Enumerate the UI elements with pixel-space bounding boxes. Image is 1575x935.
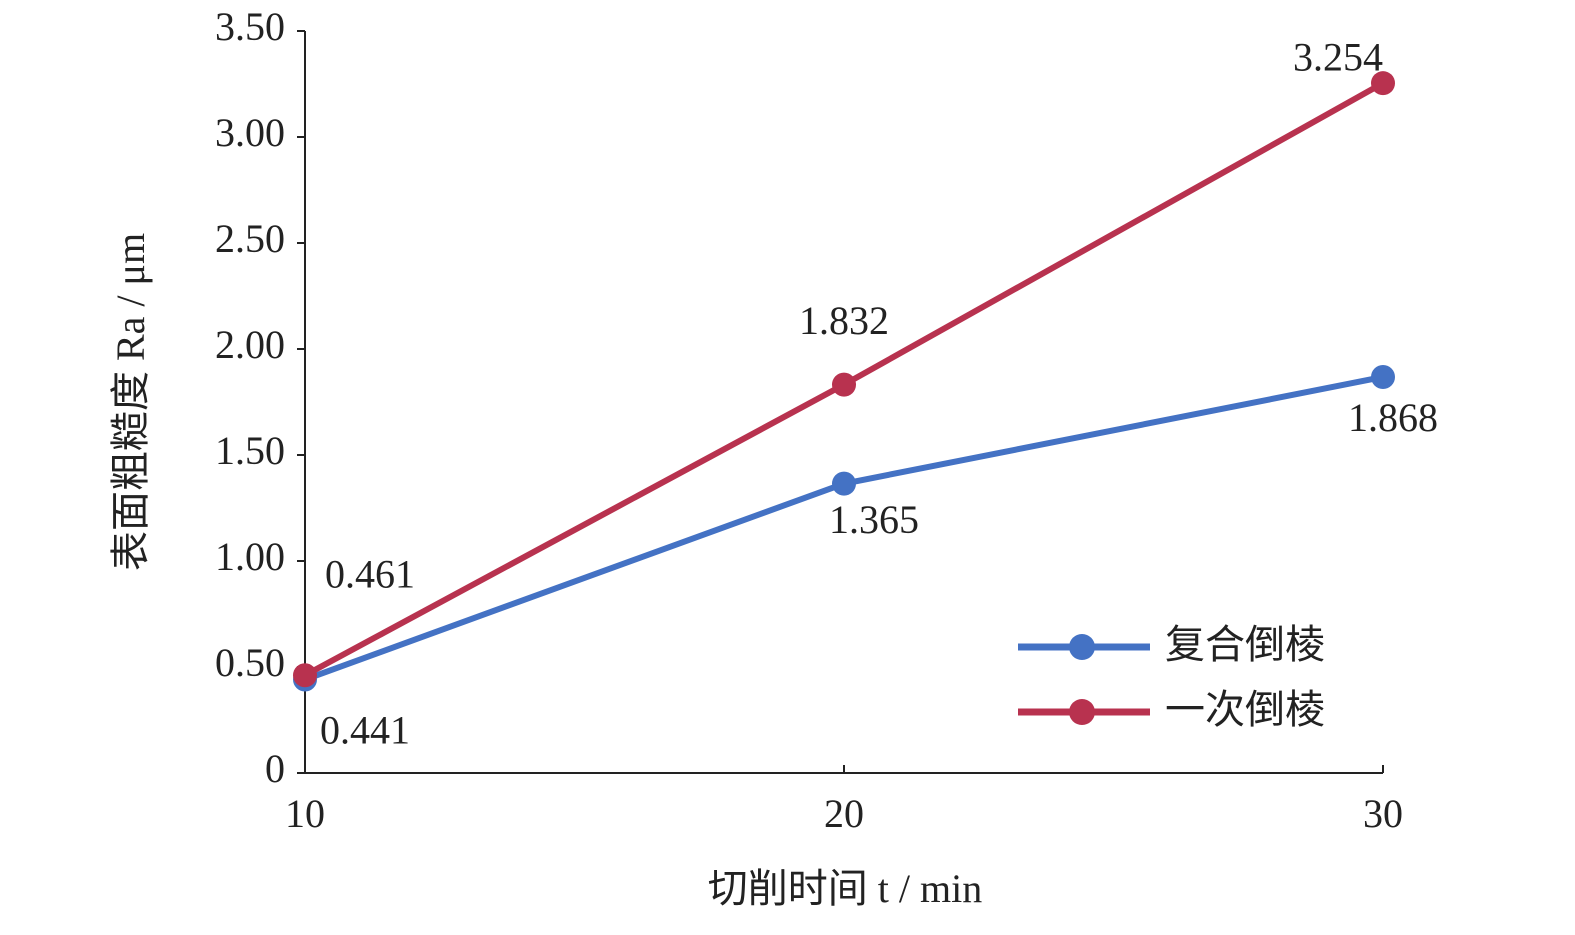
y-tick-label: 2.50 [215,216,285,261]
data-label: 1.868 [1348,395,1438,440]
y-tick-label: 3.00 [215,110,285,155]
data-label: 0.441 [320,708,410,753]
x-tick-label: 10 [285,791,325,836]
y-axis-label: 表面粗糙度 Ra / μm [108,233,153,571]
x-axis-label: 切削时间 t / min [708,866,982,911]
legend-label: 复合倒棱 [1165,622,1325,668]
y-tick-label: 0.50 [215,640,285,685]
legend-marker [1069,699,1095,725]
legend-label: 一次倒棱 [1165,687,1325,733]
data-point [832,372,856,397]
data-label: 0.461 [325,551,415,596]
data-point [1371,71,1395,96]
data-label: 3.254 [1293,34,1383,79]
y-tick-label: 0 [265,746,285,791]
x-tick-label: 30 [1363,791,1403,836]
y-tick-label: 3.50 [215,4,285,49]
legend-marker [1069,634,1095,660]
data-label: 1.832 [799,298,889,343]
data-point [832,471,856,496]
data-point [293,663,317,688]
data-label: 1.365 [829,497,919,542]
y-tick-label: 1.00 [215,534,285,579]
y-tick-label: 2.00 [215,322,285,367]
y-tick-label: 1.50 [215,428,285,473]
data-point [1371,364,1395,389]
x-tick-label: 20 [824,791,864,836]
